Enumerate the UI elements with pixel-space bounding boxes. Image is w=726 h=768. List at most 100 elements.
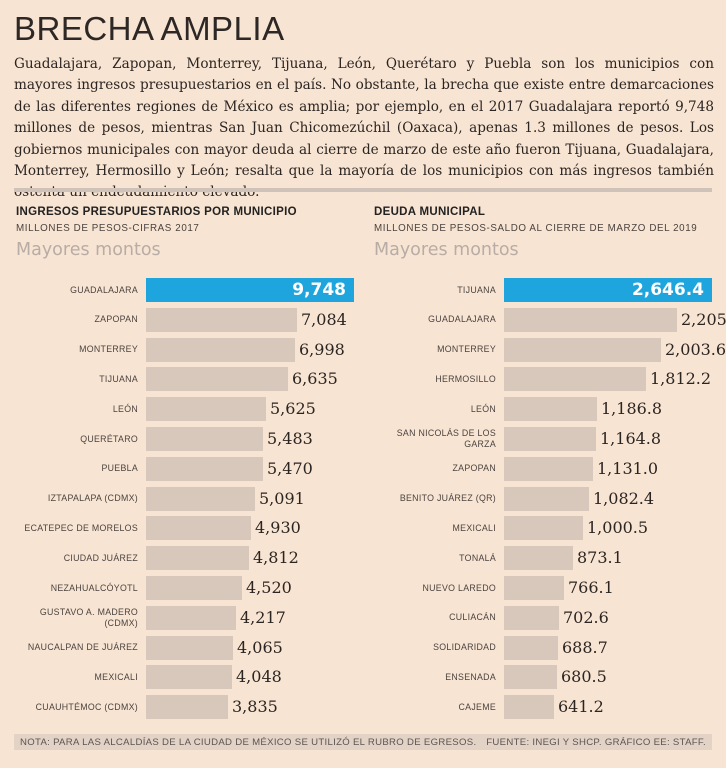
income-chart-subtitle: MILLONES DE PESOS-CIFRAS 2017 [16, 223, 200, 234]
bar [146, 576, 242, 600]
value-label: 1,082.4 [593, 488, 655, 508]
value-label: 4,217 [240, 607, 286, 627]
income-panel: INGRESOS PRESUPUESTARIOS POR MUNICIPIO M… [14, 206, 354, 722]
value-label: 6,635 [292, 369, 338, 389]
bar [146, 516, 251, 541]
category-label: PUEBLA [101, 463, 138, 474]
divider [14, 188, 712, 192]
value-label: 1,000.5 [587, 518, 649, 538]
category-label: MEXICALI [94, 671, 138, 682]
value-label: 2,646.4 [631, 280, 704, 300]
value-label: 680.5 [561, 667, 607, 687]
bar [504, 665, 557, 690]
category-label: CIUDAD JUÁREZ [63, 552, 138, 563]
page-title: BRECHA AMPLIA [14, 10, 285, 47]
category-label: NUEVO LAREDO [422, 582, 496, 593]
bar [146, 278, 354, 302]
debt-panel: DEUDA MUNICIPAL MILLONES DE PESOS-SALDO … [372, 206, 726, 722]
category-label: GUADALAJARA [70, 284, 138, 295]
bar [504, 307, 677, 332]
category-label: LEÓN [470, 403, 496, 414]
footer-note: NOTA: PARA LAS ALCALDÍAS DE LA CIUDAD DE… [20, 737, 477, 748]
bar [504, 605, 559, 630]
category-label: CUAUHTÉMOC (CDMX) [35, 701, 138, 712]
bar [146, 427, 263, 451]
value-label: 2,003.6 [665, 339, 726, 359]
value-label: 9,748 [292, 280, 346, 300]
value-label: 6,998 [299, 339, 345, 359]
value-label: 702.6 [563, 607, 609, 627]
value-label: 3,835 [232, 697, 278, 717]
category-label: SOLIDARIDAD [433, 642, 496, 653]
footer: NOTA: PARA LAS ALCALDÍAS DE LA CIUDAD DE… [14, 734, 712, 750]
value-label: 766.1 [568, 578, 614, 597]
category-label: ENSENADA [445, 671, 496, 682]
category-label: BENITO JUÁREZ (QR) [399, 493, 496, 504]
bar [504, 576, 564, 600]
bar [146, 605, 236, 630]
category-label: TONALÁ [459, 552, 496, 563]
footer-source: FUENTE: INEGI Y SHCP. GRÁFICO EE: STAFF. [486, 737, 706, 748]
bar [146, 546, 249, 571]
value-label: 7,084 [301, 309, 347, 329]
bar [146, 635, 233, 660]
category-label: IZTAPALAPA (CDMX) [47, 493, 138, 504]
bar [146, 337, 295, 362]
bar [504, 635, 558, 660]
value-label: 4,930 [255, 518, 301, 538]
value-label: 5,625 [270, 399, 316, 419]
value-label: 1,164.8 [600, 429, 662, 448]
category-label: LEÓN [112, 403, 138, 414]
income-chart-title: INGRESOS PRESUPUESTARIOS POR MUNICIPIO [16, 206, 297, 218]
bar [504, 337, 661, 362]
category-label: GUSTAVO A. MADERO (CDMX) [39, 606, 138, 628]
value-label: 641.2 [558, 697, 604, 717]
bar [504, 546, 573, 571]
value-label: 4,048 [236, 667, 282, 687]
category-label: TIJUANA [457, 284, 496, 295]
category-label: SAN NICOLÁS DE LOS GARZA [396, 428, 496, 449]
category-label: CULIACÁN [449, 612, 496, 623]
intro-paragraph: Guadalajara, Zapopan, Monterrey, Tijuana… [14, 56, 714, 201]
bar [146, 486, 255, 511]
category-label: ECATEPEC DE MORELOS [24, 522, 138, 533]
value-label: 5,091 [259, 488, 305, 508]
category-label: NEZAHUALCÓYOTL [50, 582, 138, 593]
category-label: MEXICALI [452, 522, 496, 533]
income-chart-heading: Mayores montos [16, 240, 161, 260]
bar [504, 695, 554, 720]
debt-chart-subtitle: MILLONES DE PESOS-SALDO AL CIERRE DE MAR… [374, 223, 698, 234]
value-label: 4,812 [253, 548, 299, 568]
bar [504, 367, 646, 392]
bar [146, 695, 228, 720]
bar [504, 397, 597, 422]
category-label: ZAPOPAN [94, 314, 138, 325]
debt-chart-heading: Mayores montos [374, 240, 519, 260]
bar [146, 665, 232, 690]
category-label: GUADALAJARA [428, 314, 496, 325]
category-label: MONTERREY [79, 344, 138, 355]
value-label: 4,065 [237, 637, 283, 657]
category-label: CAJEME [458, 701, 496, 712]
value-label: 4,520 [246, 578, 292, 597]
category-label: MONTERREY [437, 344, 496, 355]
value-label: 873.1 [577, 548, 623, 568]
value-label: 688.7 [562, 637, 608, 657]
debt-chart-title: DEUDA MUNICIPAL [374, 206, 486, 218]
category-label: QUERÉTARO [80, 433, 138, 444]
category-label: ZAPOPAN [452, 463, 496, 474]
bar [504, 456, 593, 481]
bar [146, 307, 297, 332]
bar [504, 516, 583, 541]
value-label: 5,470 [267, 458, 313, 478]
category-label: NAUCALPAN DE JUÁREZ [27, 642, 138, 653]
category-label: HERMOSILLO [435, 373, 496, 384]
value-label: 1,812.2 [650, 369, 712, 389]
category-label: TIJUANA [99, 373, 138, 384]
bar [504, 278, 712, 302]
bar [146, 367, 288, 392]
value-label: 1,186.8 [601, 399, 663, 419]
bar [504, 427, 596, 451]
bar [146, 397, 266, 422]
bar [146, 456, 263, 481]
